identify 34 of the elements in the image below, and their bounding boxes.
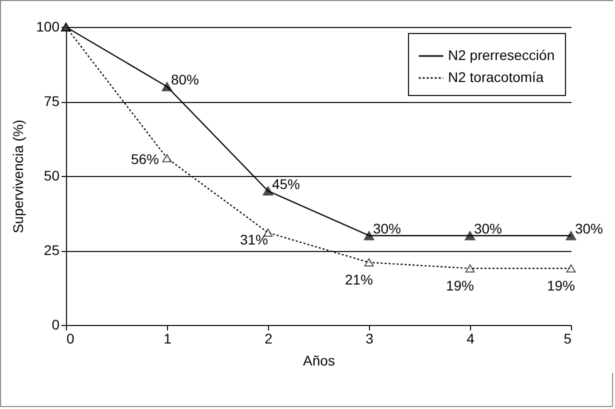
point — [566, 264, 576, 273]
legend-label: N2 toracotomía — [448, 69, 544, 85]
data-label: 45% — [272, 176, 300, 192]
x-tick-label: 1 — [164, 330, 172, 346]
y-axis-title: Supervivencia (%) — [10, 120, 26, 234]
point — [162, 154, 172, 162]
point — [464, 230, 476, 240]
y-tick-label: 100 — [36, 18, 60, 34]
x-tick-label: 3 — [366, 330, 374, 346]
data-label: 30% — [574, 220, 604, 237]
data-label: 31% — [240, 232, 268, 248]
x-tick-label: 5 — [564, 330, 572, 346]
x-tick-label: 4 — [466, 330, 475, 346]
y-tick-label: 50 — [44, 168, 60, 184]
point — [364, 230, 374, 240]
point — [162, 82, 172, 92]
x-tick-label: 2 — [264, 330, 273, 346]
point — [364, 258, 374, 267]
y-tick-label: 75 — [44, 93, 60, 109]
point — [262, 186, 274, 196]
point — [465, 264, 475, 273]
x-axis-title: Años — [303, 352, 335, 368]
data-label: 56% — [130, 151, 160, 168]
data-label: 19% — [446, 277, 474, 294]
legend-label: N2 prerresección — [448, 47, 555, 63]
data-label: 30% — [474, 220, 502, 237]
x-tick-label: 0 — [66, 330, 74, 346]
data-label: 30% — [372, 220, 402, 237]
y-tick-label: 25 — [44, 242, 60, 258]
data-label: 19% — [546, 277, 576, 294]
point — [566, 230, 576, 240]
y-tick-label: 0 — [52, 316, 60, 332]
data-label: 80% — [170, 72, 200, 88]
data-label: 21% — [344, 271, 374, 288]
